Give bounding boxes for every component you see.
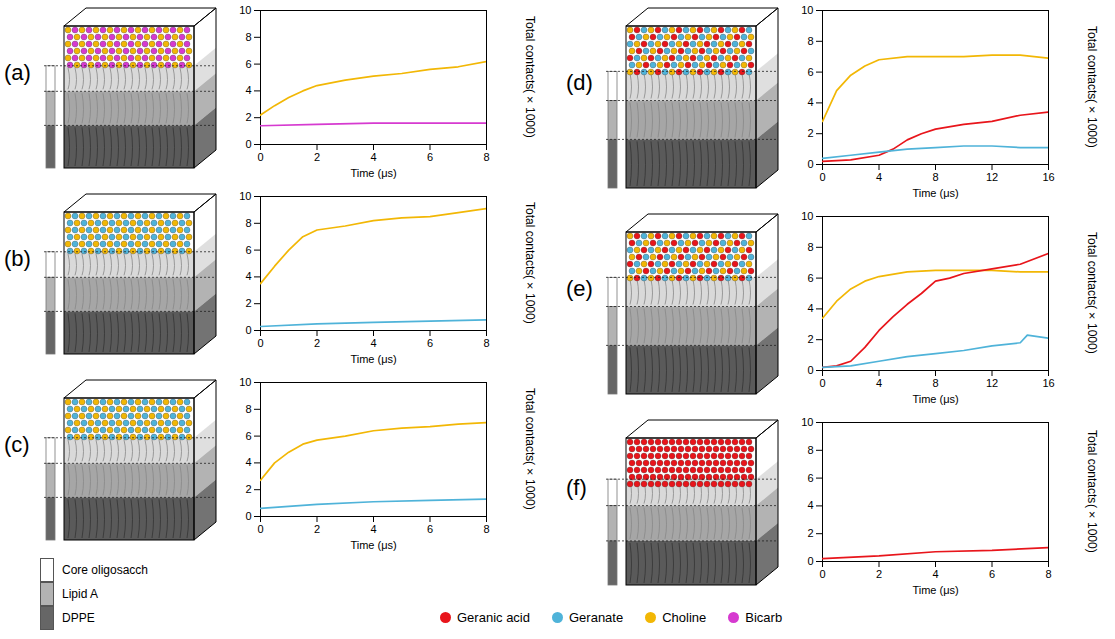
svg-text:8: 8 (807, 444, 813, 456)
svg-text:8: 8 (932, 377, 938, 389)
html-text:(c): (c) (4, 432, 30, 457)
svg-text:2: 2 (314, 151, 320, 163)
svg-text:8: 8 (807, 35, 813, 47)
svg-text:8: 8 (932, 171, 938, 183)
svg-text:10: 10 (239, 4, 251, 16)
html-text:Geranate: Geranate (569, 610, 624, 625)
svg-text:6: 6 (427, 523, 433, 535)
html-text:(e): (e) (566, 276, 593, 301)
svg-text:0: 0 (245, 324, 251, 336)
html-text:(×1000): (×1000) (1085, 99, 1099, 148)
svg-text:8: 8 (245, 217, 251, 229)
svg-text:0: 0 (819, 377, 825, 389)
html-text:Choline: Choline (662, 610, 707, 625)
html-text:Bicarb: Bicarb (745, 610, 783, 625)
html-text:(×1000): (×1000) (523, 461, 537, 510)
svg-text:4: 4 (807, 96, 813, 108)
svg-text:0: 0 (807, 555, 813, 567)
html-text:Total contacts: Total contacts (523, 388, 537, 462)
html-text:(d): (d) (566, 70, 593, 95)
svg-text:8: 8 (245, 403, 251, 415)
svg-text:8: 8 (483, 523, 489, 535)
svg-text:8: 8 (483, 151, 489, 163)
svg-text:0: 0 (819, 171, 825, 183)
html-text:Total contacts: Total contacts (1085, 430, 1099, 504)
svg-text:10: 10 (801, 416, 813, 428)
html-text:Total contacts: Total contacts (1085, 26, 1099, 100)
svg-text:Time (μs): Time (μs) (350, 353, 396, 365)
svg-text:6: 6 (245, 430, 251, 442)
svg-text:16: 16 (1042, 377, 1054, 389)
svg-text:4: 4 (876, 377, 882, 389)
svg-text:6: 6 (427, 337, 433, 349)
svg-text:0: 0 (807, 364, 813, 376)
svg-text:Time (μs): Time (μs) (912, 187, 958, 199)
svg-text:10: 10 (801, 4, 813, 16)
svg-text:2: 2 (876, 568, 882, 580)
svg-text:8: 8 (245, 31, 251, 43)
html-text:Total contacts: Total contacts (1085, 232, 1099, 306)
svg-text:0: 0 (257, 337, 263, 349)
svg-text:10: 10 (801, 210, 813, 222)
svg-text:4: 4 (370, 151, 376, 163)
svg-text:6: 6 (427, 151, 433, 163)
svg-text:2: 2 (807, 527, 813, 539)
svg-text:0: 0 (807, 158, 813, 170)
svg-text:0: 0 (245, 510, 251, 522)
html-text:Core oligosacch: Core oligosacch (62, 563, 148, 577)
html-text:Lipid A: Lipid A (62, 587, 98, 601)
svg-text:Time (μs): Time (μs) (912, 584, 958, 596)
svg-text:2: 2 (245, 483, 251, 495)
svg-text:12: 12 (986, 377, 998, 389)
svg-text:4: 4 (370, 523, 376, 535)
svg-text:Time (μs): Time (μs) (350, 167, 396, 179)
svg-text:4: 4 (245, 270, 251, 282)
svg-text:2: 2 (314, 337, 320, 349)
svg-text:2: 2 (245, 111, 251, 123)
html-text:(×1000): (×1000) (1085, 305, 1099, 354)
html-text:(×1000): (×1000) (523, 89, 537, 138)
svg-text:6: 6 (807, 472, 813, 484)
svg-text:8: 8 (1045, 568, 1051, 580)
svg-text:10: 10 (239, 190, 251, 202)
svg-text:8: 8 (483, 337, 489, 349)
html-text:(×1000): (×1000) (1085, 503, 1099, 553)
html-text:(f): (f) (566, 474, 587, 500)
svg-text:4: 4 (245, 456, 251, 468)
html-text:Geranic acid: Geranic acid (457, 610, 530, 625)
svg-text:6: 6 (807, 66, 813, 78)
svg-text:4: 4 (370, 337, 376, 349)
svg-text:6: 6 (245, 58, 251, 70)
svg-text:6: 6 (989, 568, 995, 580)
html-text:Total contacts: Total contacts (523, 202, 537, 276)
html-text:(×1000): (×1000) (523, 275, 537, 324)
svg-text:Time (μs): Time (μs) (350, 539, 396, 551)
svg-text:2: 2 (807, 333, 813, 345)
svg-text:8: 8 (807, 241, 813, 253)
svg-text:4: 4 (807, 499, 813, 511)
html-text:(b): (b) (4, 246, 31, 271)
html-text:Total contacts: Total contacts (523, 16, 537, 90)
html-text:DPPE: DPPE (62, 611, 95, 625)
svg-text:4: 4 (245, 84, 251, 96)
svg-text:4: 4 (807, 302, 813, 314)
svg-text:0: 0 (257, 151, 263, 163)
svg-text:2: 2 (245, 297, 251, 309)
html-text:(a): (a) (4, 60, 31, 85)
svg-text:10: 10 (239, 376, 251, 388)
svg-text:4: 4 (932, 568, 938, 580)
svg-text:16: 16 (1042, 171, 1054, 183)
svg-text:4: 4 (876, 171, 882, 183)
svg-text:6: 6 (807, 272, 813, 284)
svg-text:2: 2 (314, 523, 320, 535)
svg-text:12: 12 (986, 171, 998, 183)
svg-text:0: 0 (257, 523, 263, 535)
svg-text:Time (μs): Time (μs) (912, 393, 958, 405)
svg-text:0: 0 (245, 138, 251, 150)
svg-text:2: 2 (807, 127, 813, 139)
svg-text:0: 0 (819, 568, 825, 580)
svg-text:6: 6 (245, 244, 251, 256)
